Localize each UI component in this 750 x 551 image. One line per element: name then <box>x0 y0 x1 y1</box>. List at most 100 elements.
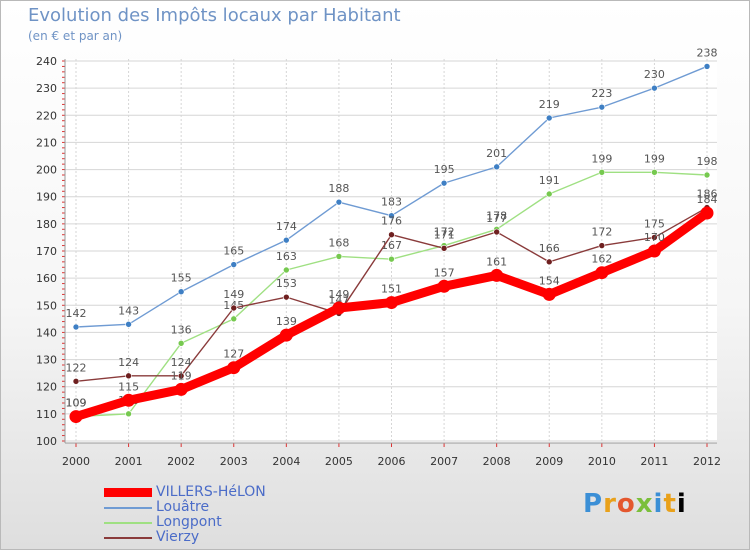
data-label-villers-h-lon: 139 <box>276 315 297 328</box>
data-point-villers-h-lon <box>595 266 609 280</box>
y-tick-label: 180 <box>36 218 57 231</box>
data-point-longpont <box>230 315 238 323</box>
data-label-villers-h-lon: 127 <box>223 348 244 361</box>
logo-letter: i <box>653 489 664 519</box>
data-point-lou-tre <box>493 163 500 171</box>
data-label-lou-tre: 230 <box>644 68 665 81</box>
legend-label: Louâtre <box>156 499 210 515</box>
data-point-villers-h-lon <box>542 287 556 301</box>
data-point-lou-tre <box>598 103 606 111</box>
chart-subtitle: (en € et par an) <box>28 29 123 43</box>
data-point-villers-h-lon <box>332 301 346 315</box>
data-point-vierzy <box>72 377 80 385</box>
data-label-longpont: 172 <box>434 226 455 239</box>
y-tick-label: 140 <box>36 326 57 339</box>
data-label-vierzy: 175 <box>644 217 665 230</box>
data-label-lou-tre: 188 <box>328 182 349 195</box>
y-tick-label: 150 <box>36 299 57 312</box>
data-label-vierzy: 122 <box>66 361 87 374</box>
data-label-longpont: 109 <box>66 397 87 410</box>
data-label-villers-h-lon: 151 <box>381 283 402 296</box>
data-label-longpont: 199 <box>644 152 665 165</box>
x-tick-label: 2001 <box>115 455 143 468</box>
data-label-vierzy: 172 <box>591 226 612 239</box>
data-label-vierzy: 186 <box>697 188 718 201</box>
data-point-villers-h-lon <box>490 268 504 282</box>
chart-title: Evolution des Impôts locaux par Habitant <box>28 5 401 26</box>
data-label-villers-h-lon: 161 <box>486 255 507 268</box>
data-point-villers-h-lon <box>279 328 293 342</box>
y-tick-label: 230 <box>36 82 57 95</box>
x-tick-label: 2011 <box>640 455 668 468</box>
data-label-vierzy: 149 <box>223 288 244 301</box>
data-label-lou-tre: 223 <box>591 87 612 100</box>
data-label-villers-h-lon: 109 <box>66 397 87 410</box>
data-point-vierzy <box>125 372 132 380</box>
data-point-longpont <box>125 410 132 418</box>
data-point-vierzy <box>230 304 238 312</box>
y-tick-label: 220 <box>36 109 57 122</box>
x-tick-label: 2005 <box>325 455 353 468</box>
legend-swatch <box>104 537 152 539</box>
data-label-vierzy: 177 <box>486 212 507 225</box>
y-tick-label: 160 <box>36 272 57 285</box>
data-label-villers-h-lon: 115 <box>118 380 139 393</box>
logo-letter: r <box>603 489 617 519</box>
data-point-villers-h-lon <box>647 244 661 258</box>
data-point-vierzy <box>493 228 500 236</box>
x-tick-label: 2006 <box>378 455 406 468</box>
logo-letter: i <box>676 489 687 519</box>
data-point-lou-tre <box>230 261 238 268</box>
y-tick-label: 120 <box>36 381 57 394</box>
x-tick-label: 2003 <box>220 455 248 468</box>
x-tick-label: 2010 <box>588 455 616 468</box>
x-tick-label: 2009 <box>535 455 563 468</box>
data-label-vierzy: 176 <box>381 215 402 228</box>
data-label-villers-h-lon: 170 <box>644 231 665 244</box>
data-point-villers-h-lon <box>385 296 398 310</box>
data-label-lou-tre: 174 <box>276 220 297 233</box>
data-point-vierzy <box>177 372 185 380</box>
logo-letter: o <box>616 489 636 519</box>
data-label-longpont: 198 <box>697 155 718 168</box>
logo-letter: x <box>635 489 654 519</box>
data-point-lou-tre <box>177 288 185 296</box>
data-point-lou-tre <box>72 323 80 331</box>
data-label-lou-tre: 143 <box>118 304 139 317</box>
data-point-longpont <box>703 171 711 179</box>
data-point-villers-h-lon <box>700 206 714 220</box>
y-tick-label: 130 <box>36 354 57 367</box>
data-label-vierzy: 166 <box>539 242 560 255</box>
data-point-lou-tre <box>335 198 343 206</box>
data-label-vierzy: 124 <box>118 356 139 369</box>
data-label-vierzy: 124 <box>171 356 192 369</box>
data-label-villers-h-lon: 184 <box>697 193 718 206</box>
logo-letter: t <box>663 489 677 519</box>
data-label-lou-tre: 201 <box>486 147 507 160</box>
data-point-villers-h-lon <box>69 410 83 424</box>
data-label-longpont: 178 <box>486 209 507 222</box>
data-label-vierzy: 153 <box>276 277 297 290</box>
data-point-lou-tre <box>651 84 658 92</box>
data-point-villers-h-lon <box>122 393 136 407</box>
data-label-villers-h-lon: 154 <box>539 274 560 287</box>
data-label-lou-tre: 183 <box>381 196 402 209</box>
data-label-lou-tre: 238 <box>697 46 718 59</box>
data-point-vierzy <box>440 244 448 252</box>
x-tick-label: 2012 <box>693 455 721 468</box>
y-tick-label: 200 <box>36 164 57 177</box>
data-point-longpont <box>545 190 553 198</box>
data-label-lou-tre: 155 <box>171 272 192 285</box>
data-label-lou-tre: 165 <box>223 245 244 258</box>
legend-swatch <box>104 507 152 509</box>
data-label-lou-tre: 195 <box>434 163 455 176</box>
data-label-villers-h-lon: 157 <box>434 266 455 279</box>
data-point-lou-tre <box>545 114 553 122</box>
legend-swatch <box>104 488 152 497</box>
data-label-longpont: 168 <box>328 236 349 249</box>
data-point-villers-h-lon <box>227 361 241 375</box>
data-point-longpont <box>283 266 290 274</box>
data-point-longpont <box>651 168 658 176</box>
